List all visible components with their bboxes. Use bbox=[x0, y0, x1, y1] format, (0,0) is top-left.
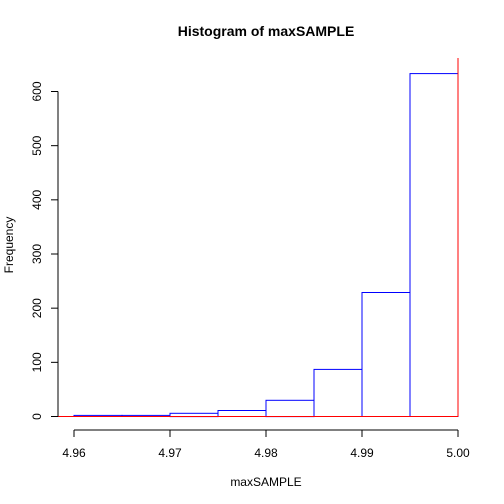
histogram-bar-6 bbox=[313, 368, 363, 417]
y-tick-label: 100 bbox=[30, 352, 44, 372]
chart-title: Histogram of maxSAMPLE bbox=[178, 23, 355, 39]
histogram-bar-4 bbox=[217, 410, 267, 417]
histogram-bar-5 bbox=[265, 399, 315, 418]
y-tick-label: 600 bbox=[30, 81, 44, 101]
y-tick-label: 500 bbox=[30, 135, 44, 155]
axes-layer: 4.96 4.97 4.98 4.99 5.00 0 100 200 300 400 500 600 bbox=[30, 81, 470, 460]
histogram-bar-8 bbox=[409, 73, 459, 417]
y-tick-label: 0 bbox=[30, 413, 44, 420]
y-tick-label: 400 bbox=[30, 189, 44, 209]
x-tick-label: 4.98 bbox=[254, 446, 278, 460]
y-tick-label: 200 bbox=[30, 298, 44, 318]
bars-layer bbox=[73, 73, 459, 418]
x-tick-label: 4.96 bbox=[62, 446, 86, 460]
y-axis-label: Frequency bbox=[2, 217, 16, 274]
x-tick-label: 4.99 bbox=[350, 446, 374, 460]
x-tick-label: 4.97 bbox=[158, 446, 182, 460]
x-axis-label: maxSAMPLE bbox=[230, 475, 301, 489]
x-tick-label: 5.00 bbox=[446, 446, 470, 460]
histogram-bar-7 bbox=[361, 292, 411, 417]
reference-lines-layer bbox=[58, 58, 459, 417]
y-tick-label: 300 bbox=[30, 244, 44, 264]
